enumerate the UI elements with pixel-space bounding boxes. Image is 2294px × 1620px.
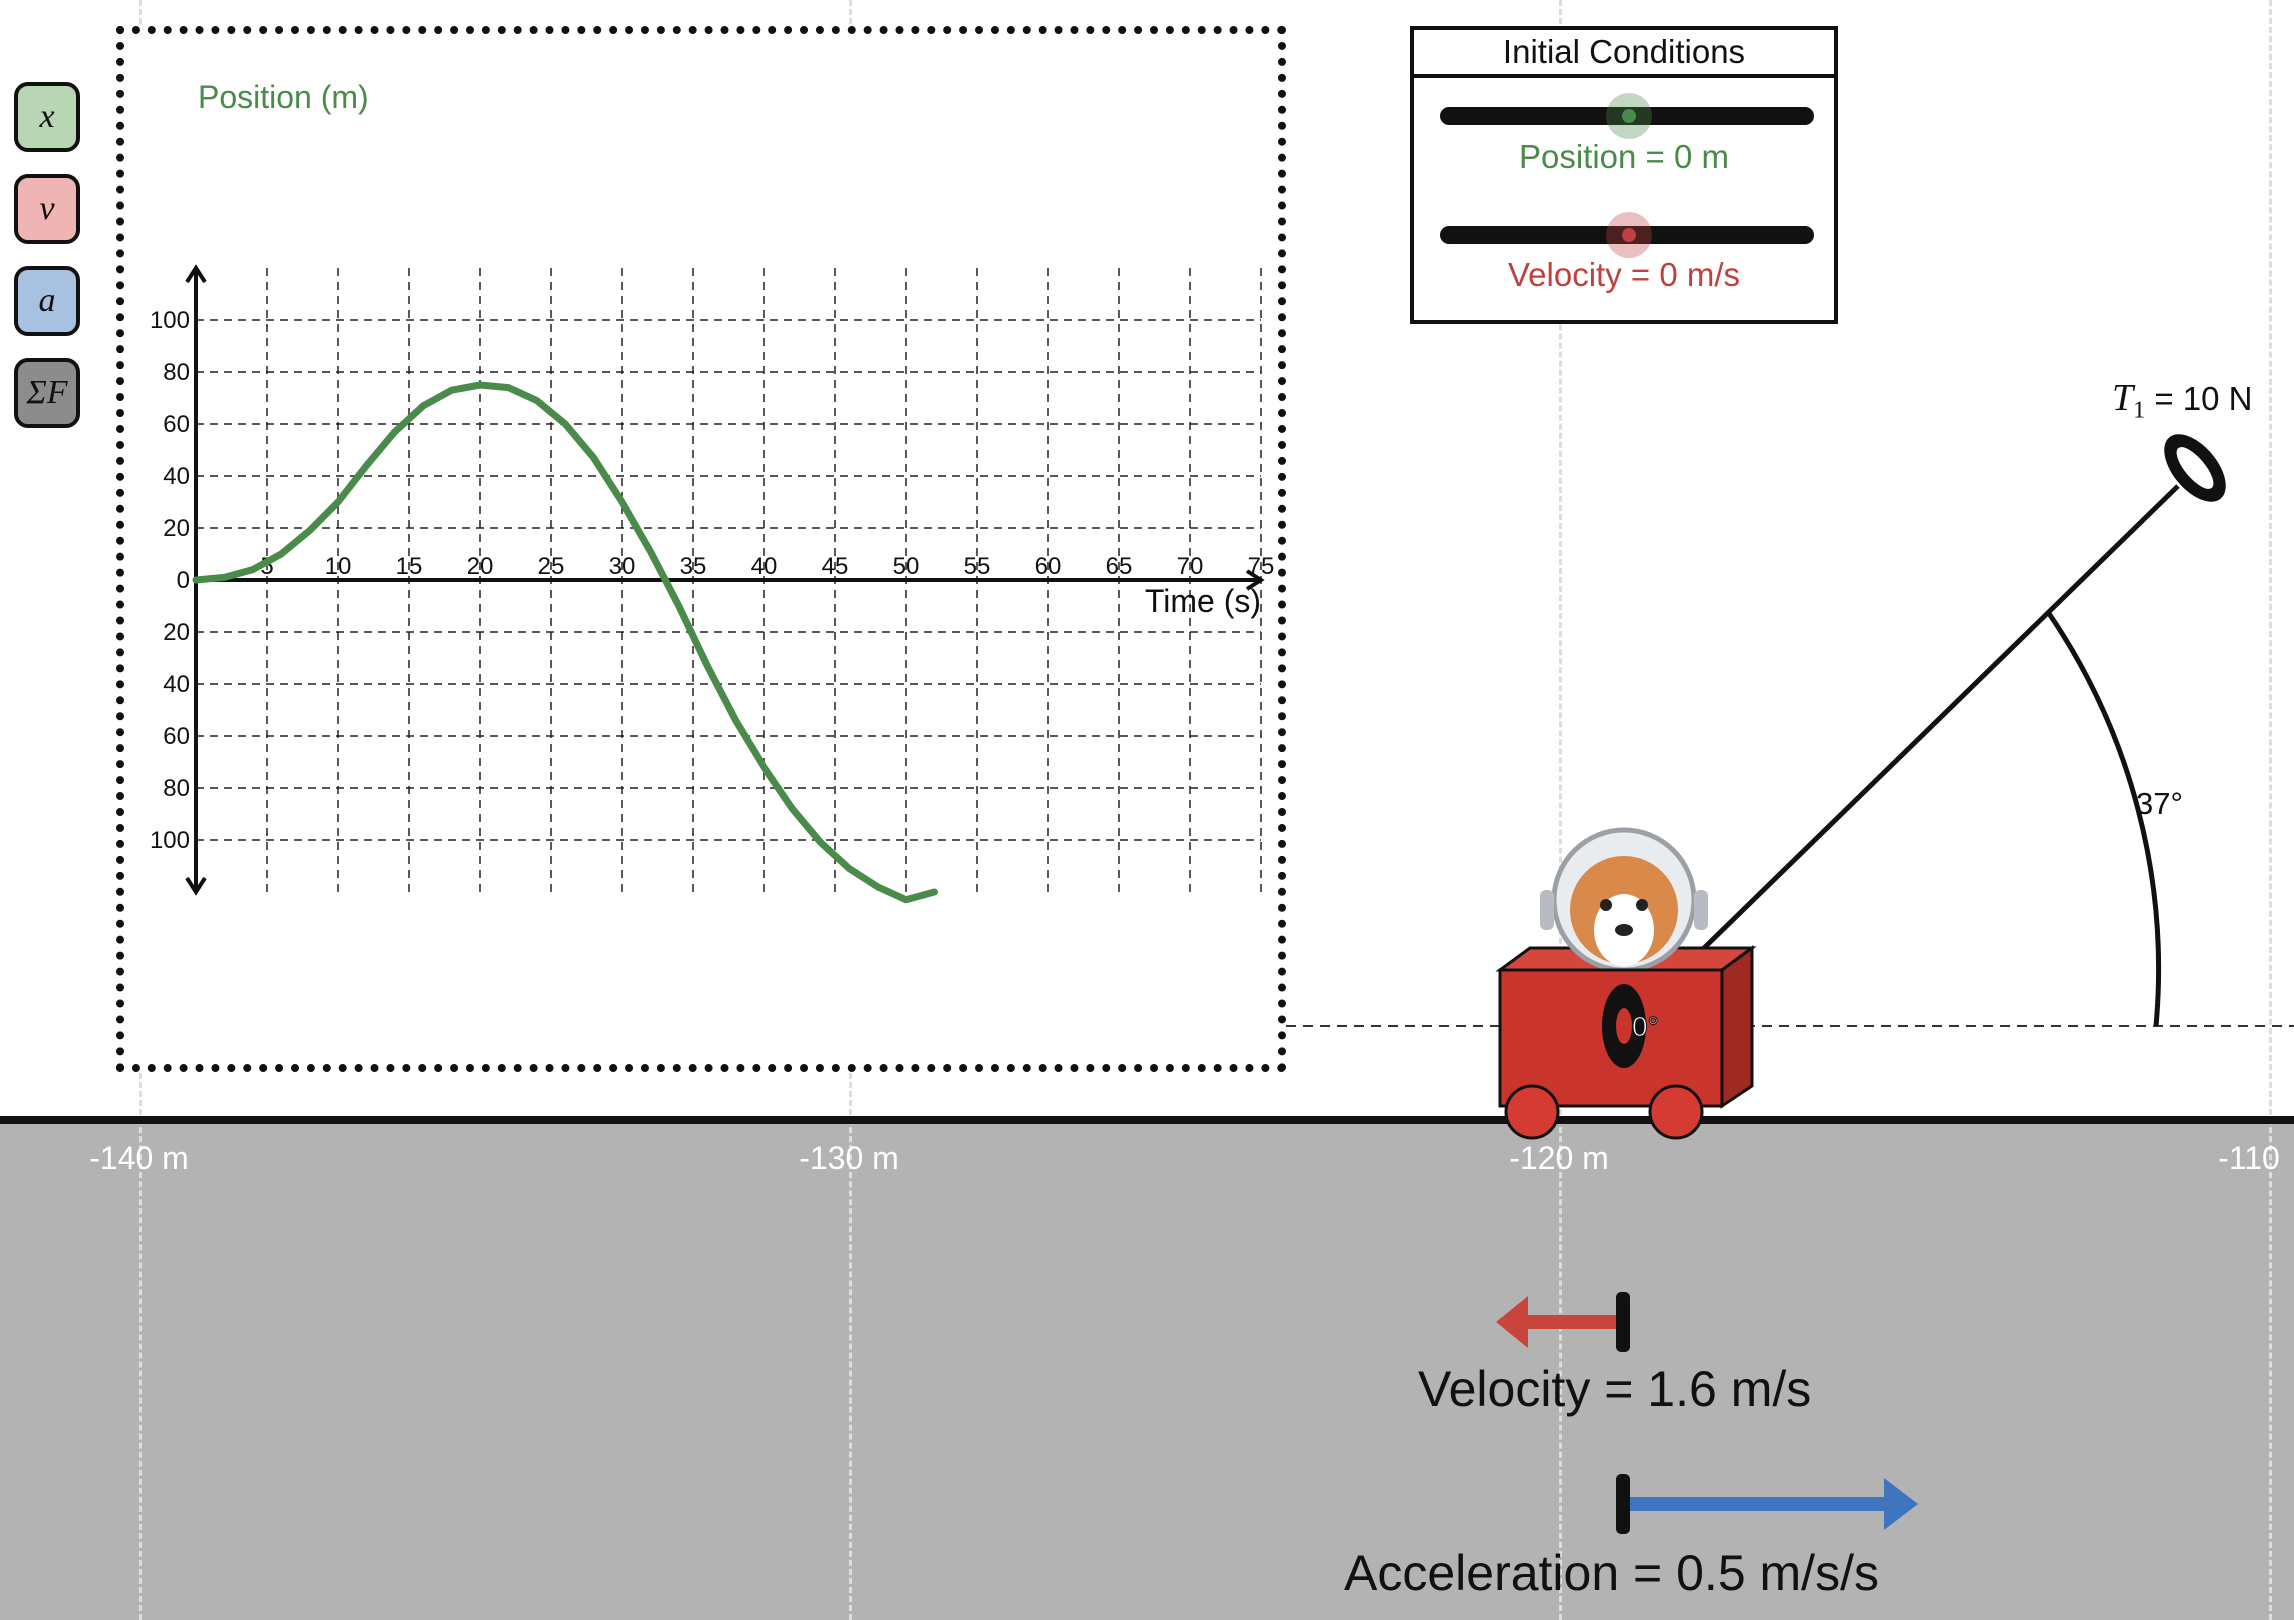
tension-value: = 10 N — [2154, 380, 2253, 417]
position-series-line — [192, 381, 938, 904]
track-gridline — [2269, 0, 2272, 1620]
initial-conditions-panel: Initial Conditions Position = 0 m Veloci… — [1410, 26, 1838, 324]
y-tick-label: 100 — [150, 827, 190, 854]
position-graph[interactable]: 5 10 15 20 25 30 35 40 45 50 55 60 65 70 75 100 80 60 40 20… — [116, 26, 1286, 1072]
wheel-angle-label: 0° — [1632, 1011, 1659, 1042]
velocity-arrow — [1496, 1292, 1630, 1352]
tension-label: T1 = 10 N — [2112, 376, 2252, 425]
cart-wheel — [1648, 1084, 1704, 1140]
y-tick-label: 20 — [163, 515, 190, 542]
angle-label: 37° — [2136, 786, 2183, 821]
angle-arc — [2045, 610, 2162, 1027]
position-slider-label: Position = 0 m — [1518, 138, 1730, 175]
cart-wheel — [1504, 1084, 1560, 1140]
tension-symbol: T — [2112, 377, 2134, 419]
net-force-tool-button[interactable]: ΣF — [14, 358, 80, 428]
x-tick-label: 20 — [467, 553, 494, 580]
y-tick-label: 60 — [163, 723, 190, 750]
x-tick-label: 30 — [609, 553, 636, 580]
x-tick-label: 15 — [396, 553, 423, 580]
x-tick-label: 35 — [680, 553, 707, 580]
x-tick-label: 10 — [325, 553, 352, 580]
x-tick-label: 65 — [1106, 553, 1133, 580]
y-tick-label: 80 — [163, 359, 190, 386]
y-tick-label: 20 — [163, 619, 190, 646]
panel-title: Initial Conditions — [1414, 30, 1834, 78]
x-tick-label: 25 — [538, 553, 565, 580]
y-tick-label: 40 — [163, 463, 190, 490]
y-tick-label: 40 — [163, 671, 190, 698]
y-axis-title: Position (m) — [198, 79, 369, 115]
y-tick-label: 100 — [150, 307, 190, 334]
track-label: -110 — [2218, 1140, 2280, 1176]
rope-line — [1622, 484, 2180, 1028]
cart[interactable] — [1495, 827, 1757, 1140]
astronaut-dog-icon — [1540, 827, 1708, 973]
acceleration-readout: Acceleration = 0.5 m/s/s — [1344, 1545, 1879, 1601]
x-tick-label: 60 — [1035, 553, 1062, 580]
track-gridline — [1559, 0, 1562, 1620]
rope-handle-icon[interactable] — [2152, 423, 2237, 513]
velocity-readout: Velocity = 1.6 m/s — [1418, 1361, 1812, 1417]
velocity-tool-button[interactable]: v — [14, 174, 80, 244]
x-tick-label: 55 — [964, 553, 991, 580]
y-tick-label: 0 — [177, 567, 190, 594]
x-tick-label: 45 — [822, 553, 849, 580]
y-tick-label: 60 — [163, 411, 190, 438]
acceleration-arrow — [1616, 1474, 1918, 1534]
ground-area — [0, 1124, 2294, 1620]
x-tick-label: 40 — [751, 553, 778, 580]
tension-subscript: 1 — [2133, 397, 2146, 424]
position-tool-button[interactable]: x — [14, 82, 80, 152]
velocity-slider-dot — [1622, 228, 1636, 242]
track-label: -140 m — [89, 1140, 189, 1176]
acceleration-tool-button[interactable]: a — [14, 266, 80, 336]
track-label: -130 m — [799, 1140, 899, 1176]
x-tick-label: 70 — [1177, 553, 1204, 580]
track-label: -120 m — [1509, 1140, 1609, 1176]
graph-canvas: 5 10 15 20 25 30 35 40 45 50 55 60 65 70 7510080604020… — [150, 79, 1275, 904]
y-axis-arrow-down-icon — [185, 876, 207, 896]
y-axis-arrow-up-icon — [185, 264, 207, 284]
x-tick-label: 75 — [1248, 553, 1275, 580]
x-tick-label: 50 — [893, 553, 920, 580]
x-axis-title: Time (s) — [1145, 583, 1261, 619]
x-axis-arrow-icon — [1245, 569, 1265, 591]
y-tick-label: 80 — [163, 775, 190, 802]
position-slider-dot — [1622, 109, 1636, 123]
velocity-slider-label: Velocity = 0 m/s — [1507, 256, 1740, 293]
track-line — [0, 1116, 2294, 1124]
